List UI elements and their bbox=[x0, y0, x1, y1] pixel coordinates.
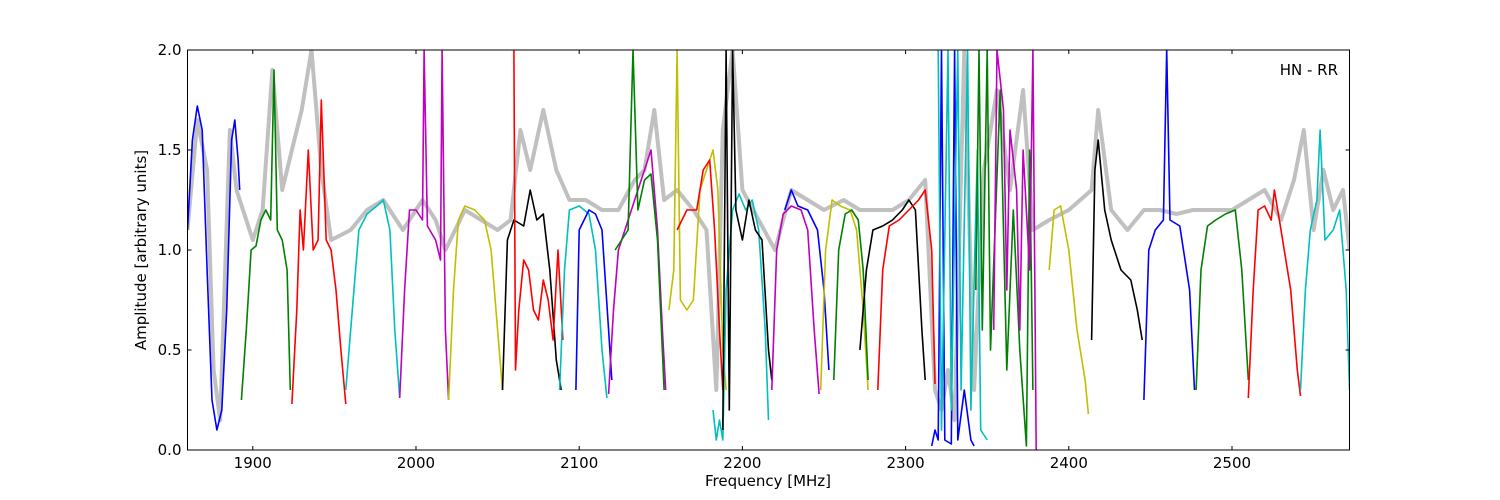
y-tick-label: 2.0 bbox=[158, 41, 182, 59]
x-tick-label: 2500 bbox=[1213, 454, 1251, 472]
series-line-2 bbox=[240, 69, 292, 401]
series-line-background bbox=[187, 50, 1350, 422]
annotation-label: HN - RR bbox=[1280, 61, 1338, 79]
series-line-31 bbox=[1247, 189, 1302, 399]
series-line-23 bbox=[930, 50, 975, 447]
x-tick-label: 2400 bbox=[1050, 454, 1088, 472]
y-tick-label: 1.5 bbox=[158, 141, 182, 159]
series-line-7 bbox=[501, 189, 562, 391]
series-line-20 bbox=[833, 209, 869, 381]
series-line-3 bbox=[291, 99, 347, 405]
series-line-8 bbox=[513, 50, 564, 371]
series-line-16 bbox=[722, 50, 773, 431]
y-tick-label: 0.0 bbox=[158, 441, 182, 459]
series-line-27 bbox=[1048, 205, 1090, 415]
y-tick-label: 1.0 bbox=[158, 241, 182, 259]
series-line-21 bbox=[859, 199, 926, 381]
ticks-layer: 1900 2000 2100 2200 2300 2400 2500 0.0 0.5 1.0 1.5… bbox=[158, 41, 1350, 472]
series-line-28 bbox=[1090, 139, 1143, 341]
x-tick-label: 2200 bbox=[723, 454, 761, 472]
x-tick-label: 1900 bbox=[234, 454, 272, 472]
series-line-14 bbox=[676, 159, 724, 391]
x-axis-label: Frequency [MHz] bbox=[705, 472, 831, 490]
series-line-25 bbox=[975, 50, 1034, 447]
series-line-17 bbox=[771, 205, 820, 395]
plot-area bbox=[187, 49, 1350, 451]
y-tick-label: 0.5 bbox=[158, 341, 182, 359]
series-line-19 bbox=[819, 199, 869, 391]
x-tick-label: 2300 bbox=[886, 454, 924, 472]
series-layer bbox=[187, 50, 1350, 450]
series-line-24 bbox=[937, 50, 988, 441]
series-line-5 bbox=[398, 50, 450, 401]
x-tick-label: 2000 bbox=[397, 454, 435, 472]
series-line-29 bbox=[1143, 50, 1196, 401]
series-line-30 bbox=[1195, 209, 1250, 391]
series-line-6 bbox=[447, 205, 504, 401]
series-line-22 bbox=[877, 189, 936, 391]
series-line-4 bbox=[345, 199, 401, 399]
series-line-12 bbox=[614, 50, 665, 391]
series-line-32 bbox=[1299, 129, 1350, 391]
x-tick-label: 2100 bbox=[560, 454, 598, 472]
series-line-26 bbox=[992, 50, 1037, 450]
series-line-1 bbox=[187, 105, 241, 431]
series-line-13 bbox=[668, 50, 727, 391]
series-line-10 bbox=[575, 209, 613, 391]
series-line-9 bbox=[558, 205, 608, 399]
y-axis-label: Amplitude [arbitrary units] bbox=[132, 150, 150, 350]
